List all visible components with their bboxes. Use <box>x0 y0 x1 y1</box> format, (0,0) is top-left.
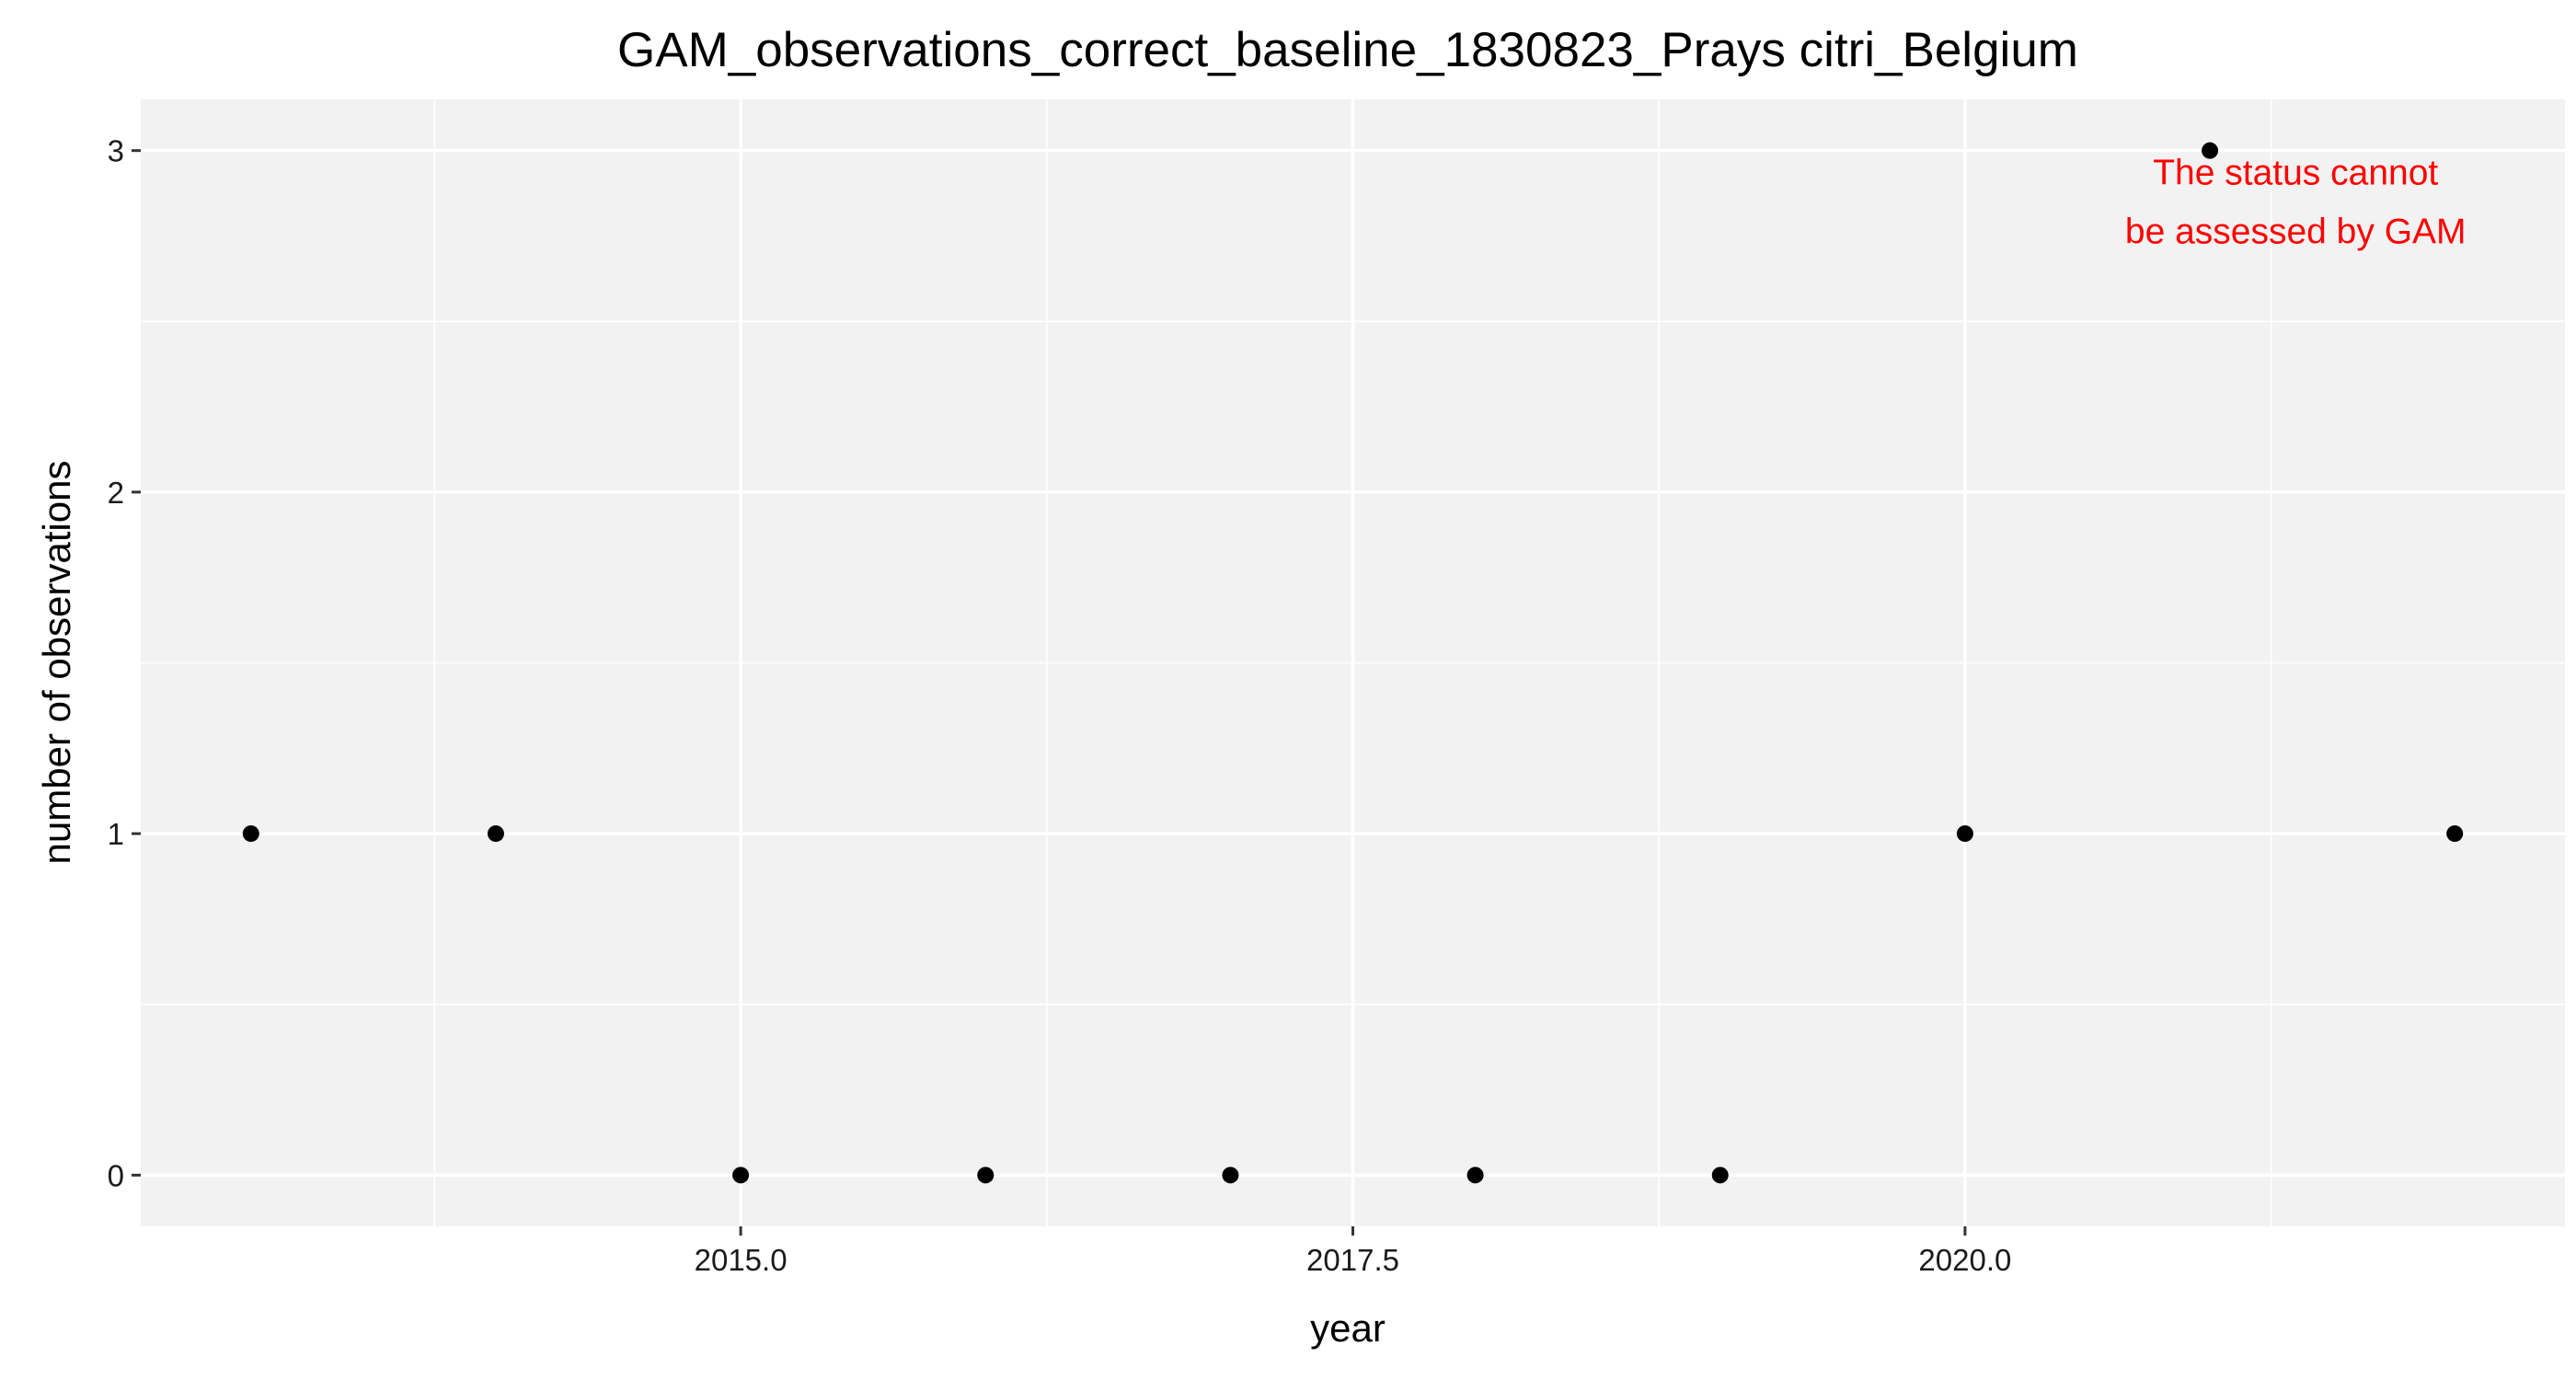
y-tick-label: 0 <box>108 1158 124 1192</box>
major-gridlines <box>141 99 2565 1226</box>
annotation-line: The status cannot <box>2153 153 2438 192</box>
data-point <box>2446 825 2464 843</box>
data-point <box>1956 825 1973 843</box>
y-tick-label: 2 <box>108 476 124 510</box>
y-tick-label: 3 <box>108 134 124 168</box>
y-tick-labels: 0 1 2 3 <box>108 134 124 1193</box>
y-axis-title: number of observations <box>35 461 78 865</box>
data-points <box>242 142 2464 1184</box>
data-point <box>977 1167 995 1184</box>
data-point <box>242 825 259 843</box>
data-point <box>487 825 504 843</box>
data-point <box>1222 1167 1239 1184</box>
x-tick-label: 2017.5 <box>1306 1243 1399 1277</box>
data-point <box>2202 142 2219 159</box>
axis-ticks <box>132 149 1967 1236</box>
annotation-line: be assessed by GAM <box>2125 212 2467 251</box>
chart-title: GAM_observations_correct_baseline_183082… <box>617 23 2078 77</box>
x-tick-label: 2020.0 <box>1918 1243 2011 1277</box>
status-annotation: The status cannot be assessed by GAM <box>2125 153 2467 251</box>
data-point <box>1466 1167 1484 1184</box>
data-point <box>732 1167 750 1184</box>
data-point <box>1711 1167 1729 1184</box>
x-axis-title: year <box>1310 1306 1386 1350</box>
y-tick-label: 1 <box>108 817 124 851</box>
x-tick-label: 2015.0 <box>695 1243 788 1277</box>
x-tick-labels: 2015.0 2017.5 2020.0 <box>695 1243 2012 1277</box>
